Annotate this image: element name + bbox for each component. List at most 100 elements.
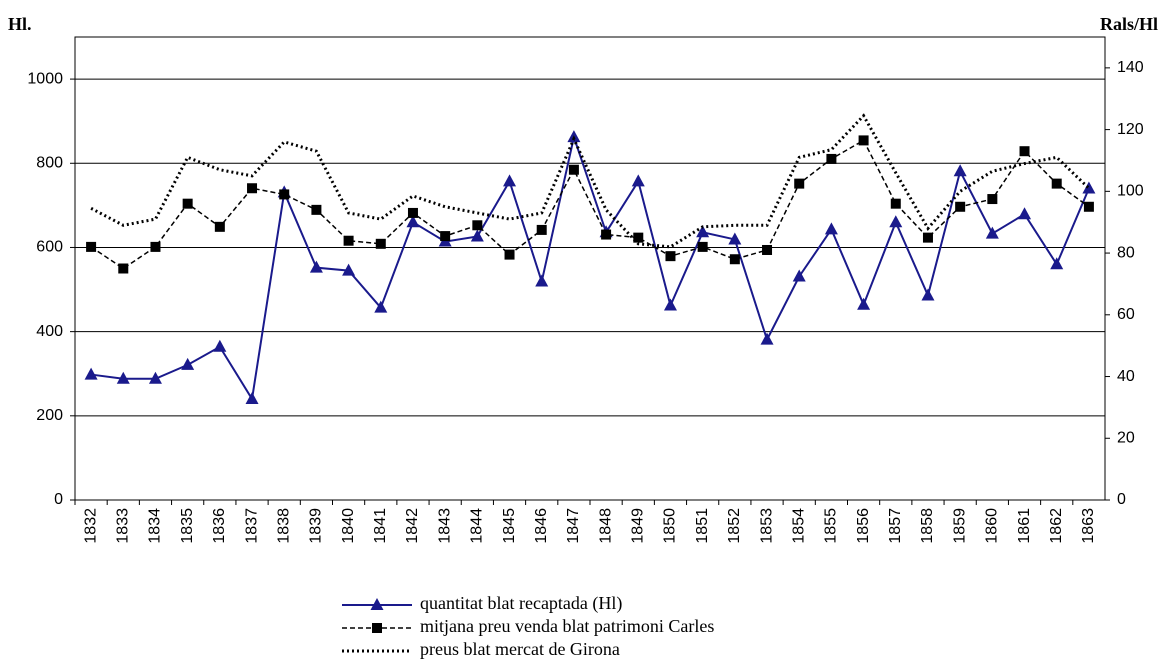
marker xyxy=(374,300,388,313)
x-tick-label: 1832 xyxy=(82,508,99,544)
y2-tick-label: 120 xyxy=(1117,121,1144,138)
marker xyxy=(985,226,999,239)
x-tick-label: 1853 xyxy=(758,508,775,544)
marker xyxy=(470,229,484,242)
marker xyxy=(824,222,838,235)
marker xyxy=(1083,201,1094,212)
marker xyxy=(182,198,193,209)
marker xyxy=(86,241,97,252)
series-line xyxy=(90,113,1090,249)
y-tick-label: 1000 xyxy=(27,70,63,87)
marker xyxy=(633,232,644,243)
marker xyxy=(1018,207,1032,220)
x-tick-label: 1836 xyxy=(211,508,228,544)
marker xyxy=(535,274,549,287)
x-tick-label: 1861 xyxy=(1016,508,1033,544)
x-tick-label: 1834 xyxy=(147,508,164,544)
marker xyxy=(116,371,130,384)
marker xyxy=(407,207,418,218)
y2-tick-label: 80 xyxy=(1117,244,1135,261)
y2-tick-label: 40 xyxy=(1117,368,1135,385)
marker xyxy=(84,367,98,380)
x-tick-label: 1850 xyxy=(662,508,679,544)
series-line xyxy=(90,133,1090,402)
marker xyxy=(858,135,869,146)
legend-label: preus blat mercat de Girona xyxy=(420,639,620,659)
x-tick-label: 1854 xyxy=(790,508,807,544)
y-axis-label: Hl. xyxy=(8,14,32,34)
y-tick-label: 400 xyxy=(36,323,63,340)
x-tick-label: 1840 xyxy=(340,508,357,544)
marker xyxy=(118,263,129,274)
marker xyxy=(760,332,774,345)
marker xyxy=(1019,146,1030,157)
marker xyxy=(472,220,483,231)
x-tick-label: 1858 xyxy=(919,508,936,544)
y-tick-label: 0 xyxy=(54,491,63,508)
x-tick-label: 1845 xyxy=(501,508,518,544)
x-tick-label: 1835 xyxy=(179,508,196,544)
x-tick-label: 1849 xyxy=(630,508,647,544)
x-tick-label: 1843 xyxy=(436,508,453,544)
marker xyxy=(728,232,742,245)
x-tick-label: 1837 xyxy=(243,508,260,544)
x-tick-label: 1846 xyxy=(533,508,550,544)
x-tick-label: 1863 xyxy=(1080,508,1097,544)
x-tick-label: 1842 xyxy=(404,508,421,544)
marker xyxy=(1050,257,1064,270)
marker xyxy=(665,251,676,262)
marker xyxy=(953,164,967,177)
marker xyxy=(663,298,677,311)
marker xyxy=(794,178,805,189)
y2-axis-label: Rals/Hl xyxy=(1100,14,1158,34)
series-line xyxy=(90,139,1090,270)
x-tick-label: 1844 xyxy=(469,508,486,544)
marker xyxy=(601,229,612,240)
marker xyxy=(1082,181,1096,194)
marker xyxy=(406,215,420,228)
x-tick-label: 1860 xyxy=(984,508,1001,544)
marker xyxy=(857,297,871,310)
marker xyxy=(922,232,933,243)
marker xyxy=(1051,178,1062,189)
marker xyxy=(148,371,162,384)
marker xyxy=(921,288,935,301)
marker xyxy=(343,235,354,246)
y2-tick-label: 100 xyxy=(1117,183,1144,200)
marker xyxy=(697,241,708,252)
x-tick-label: 1857 xyxy=(887,508,904,544)
marker xyxy=(214,221,225,232)
marker xyxy=(247,183,258,194)
marker xyxy=(372,623,382,633)
x-tick-label: 1859 xyxy=(951,508,968,544)
x-tick-label: 1841 xyxy=(372,508,389,544)
marker xyxy=(826,153,837,164)
x-tick-label: 1851 xyxy=(694,508,711,544)
marker xyxy=(568,164,579,175)
marker xyxy=(762,244,773,255)
marker xyxy=(987,194,998,205)
marker xyxy=(792,269,806,282)
x-tick-label: 1838 xyxy=(275,508,292,544)
x-tick-label: 1847 xyxy=(565,508,582,544)
marker xyxy=(696,225,710,238)
y2-tick-label: 140 xyxy=(1117,59,1144,76)
marker xyxy=(150,241,161,252)
x-tick-label: 1855 xyxy=(823,508,840,544)
x-tick-label: 1833 xyxy=(115,508,132,544)
marker xyxy=(440,231,451,242)
legend-label: quantitat blat recaptada (Hl) xyxy=(420,593,622,614)
y2-tick-label: 60 xyxy=(1117,306,1135,323)
marker xyxy=(181,357,195,370)
x-tick-label: 1852 xyxy=(726,508,743,544)
y2-tick-label: 0 xyxy=(1117,491,1126,508)
marker xyxy=(370,598,384,610)
x-tick-label: 1856 xyxy=(855,508,872,544)
y-tick-label: 600 xyxy=(36,239,63,256)
marker xyxy=(890,198,901,209)
y-tick-label: 200 xyxy=(36,407,63,424)
marker xyxy=(311,204,322,215)
marker xyxy=(245,391,259,404)
x-tick-label: 1862 xyxy=(1048,508,1065,544)
